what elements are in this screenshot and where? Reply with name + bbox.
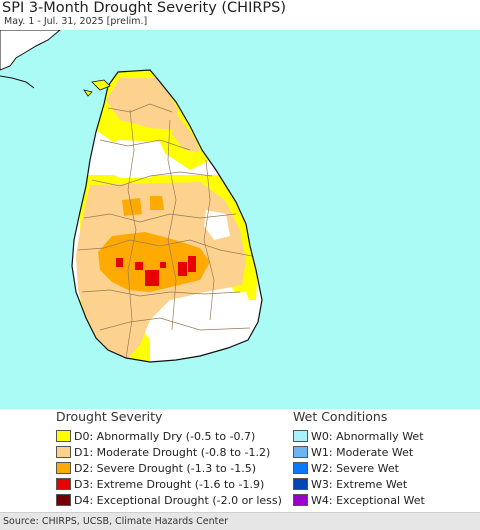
legend-w3-swatch xyxy=(293,478,308,490)
jaffna-islands xyxy=(83,79,111,97)
legend-d3: D3: Extreme Drought (-1.6 to -1.9) xyxy=(56,476,264,492)
legend-w1-swatch xyxy=(293,446,308,458)
legend-d4-swatch xyxy=(56,494,71,506)
no-drought-south-pocket xyxy=(148,318,176,344)
legend-d2: D2: Severe Drought (-1.3 to -1.5) xyxy=(56,460,256,476)
d2-central-patch xyxy=(98,232,210,292)
legend-w2-label: W2: Severe Wet xyxy=(311,461,399,475)
legend-d0: D0: Abnormally Dry (-0.5 to -0.7) xyxy=(56,428,255,444)
legend-drought-heading: Drought Severity xyxy=(56,409,163,424)
map-title: SPI 3-Month Drought Severity (CHIRPS) xyxy=(2,0,287,16)
legend-w0: W0: Abnormally Wet xyxy=(293,428,424,444)
legend-d4: D4: Exceptional Drought (-2.0 or less) xyxy=(56,492,282,508)
legend-w1: W1: Moderate Wet xyxy=(293,444,413,460)
map-panel xyxy=(0,30,480,409)
d3-patch-1 xyxy=(116,258,123,267)
legend-d1-swatch xyxy=(56,446,71,458)
d3-patch-2 xyxy=(135,262,143,270)
source-footer: Source: CHIRPS, UCSB, Climate Hazards Ce… xyxy=(0,512,480,530)
legend-d0-swatch xyxy=(56,430,71,442)
district-boundaries xyxy=(77,103,253,359)
legend-wet-heading: Wet Conditions xyxy=(293,409,388,424)
legend-d1-label: D1: Moderate Drought (-0.8 to -1.2) xyxy=(74,445,271,459)
d3-patch-6 xyxy=(160,262,166,268)
india-landmass xyxy=(0,30,61,71)
d2-north-patch-2 xyxy=(150,196,164,210)
legend-w2: W2: Severe Wet xyxy=(293,460,399,476)
legend-d3-swatch xyxy=(56,478,71,490)
legend-d0-label: D0: Abnormally Dry (-0.5 to -0.7) xyxy=(74,429,256,443)
legend-d2-label: D2: Severe Drought (-1.3 to -1.5) xyxy=(74,461,257,475)
legend-w3: W3: Extreme Wet xyxy=(293,476,407,492)
legend-d3-label: D3: Extreme Drought (-1.6 to -1.9) xyxy=(74,477,265,491)
legend-w0-swatch xyxy=(293,430,308,442)
map-subtitle: May. 1 - Jul. 31, 2025 [prelim.] xyxy=(4,16,148,27)
no-drought-southeast xyxy=(176,292,256,352)
source-text: Source: CHIRPS, UCSB, Climate Hazards Ce… xyxy=(3,516,229,527)
d3-patch-5 xyxy=(188,256,196,272)
legend-w4: W4: Exceptional Wet xyxy=(293,492,425,508)
d2-north-patch-1 xyxy=(122,198,142,216)
d3-patch-4 xyxy=(178,262,187,276)
legend-w3-label: W3: Extreme Wet xyxy=(311,477,408,491)
legend-d2-swatch xyxy=(56,462,71,474)
legend-w4-swatch xyxy=(293,494,308,506)
legend-panel: Drought Severity Wet Conditions D0: Abno… xyxy=(0,409,480,512)
legend-w1-label: W1: Moderate Wet xyxy=(311,445,414,459)
d3-patch-3 xyxy=(145,270,159,286)
legend-d4-label: D4: Exceptional Drought (-2.0 or less) xyxy=(74,493,282,507)
legend-w0-label: W0: Abnormally Wet xyxy=(311,429,424,443)
india-coast-detail xyxy=(0,75,35,89)
d1-north-area xyxy=(106,78,178,130)
island-coastline xyxy=(71,69,263,363)
legend-w4-label: W4: Exceptional Wet xyxy=(311,493,425,507)
legend-d1: D1: Moderate Drought (-0.8 to -1.2) xyxy=(56,444,270,460)
map-svg xyxy=(0,30,263,363)
d1-northeast-strip xyxy=(172,112,200,152)
no-drought-north-interior xyxy=(104,140,168,178)
no-drought-east-pocket xyxy=(204,210,230,240)
legend-w2-swatch xyxy=(293,462,308,474)
